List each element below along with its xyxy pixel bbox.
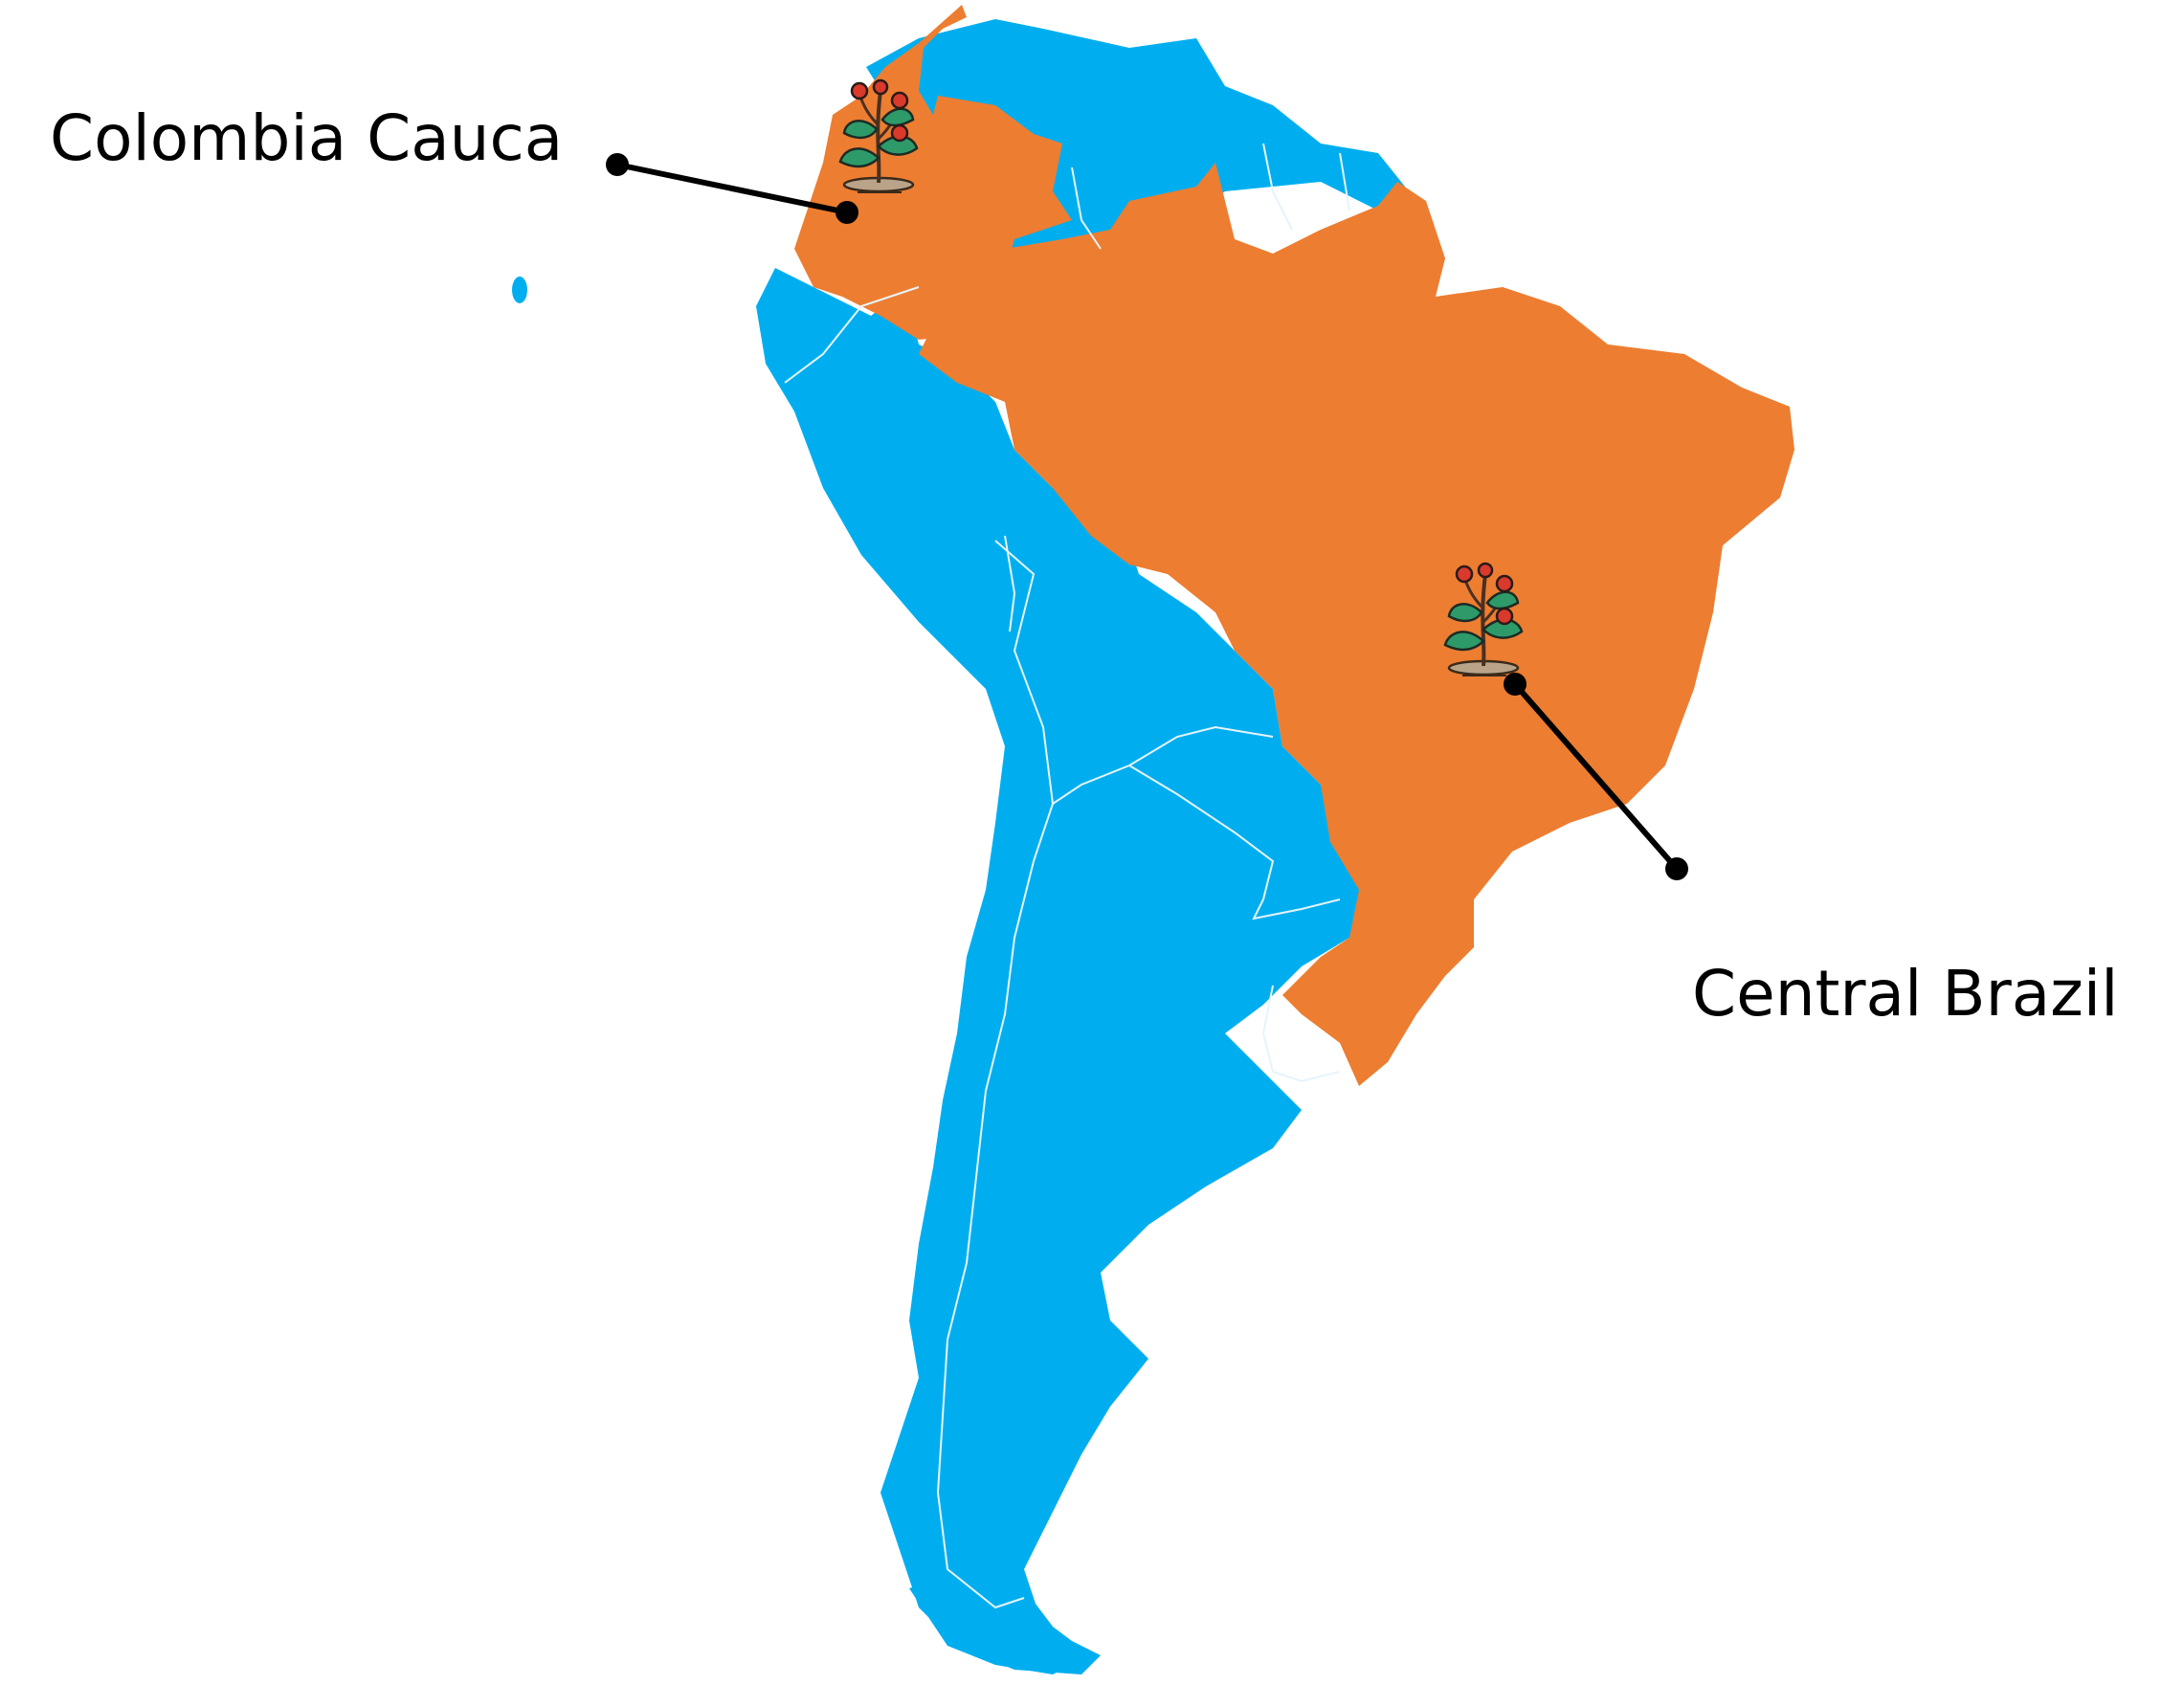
colombia-callout-line <box>616 162 848 215</box>
colombia-callout-start-dot <box>606 153 629 176</box>
colombia-callout-end-dot <box>836 201 858 224</box>
country-borders <box>784 143 1350 1609</box>
galapagos-island <box>512 277 527 303</box>
other-countries-region <box>756 19 1416 1674</box>
callout-lines <box>606 153 1688 880</box>
tierra-del-fuego <box>909 1569 1091 1674</box>
brazil-callout-line <box>1512 682 1680 871</box>
central-brazil-label: Central Brazil <box>1692 957 2119 1031</box>
brazil-region <box>919 163 1794 1086</box>
colombia-cauca-label: Colombia Cauca <box>50 101 564 175</box>
brazil-callout-start-dot <box>1504 673 1527 696</box>
brazil-callout-end-dot <box>1665 857 1688 880</box>
